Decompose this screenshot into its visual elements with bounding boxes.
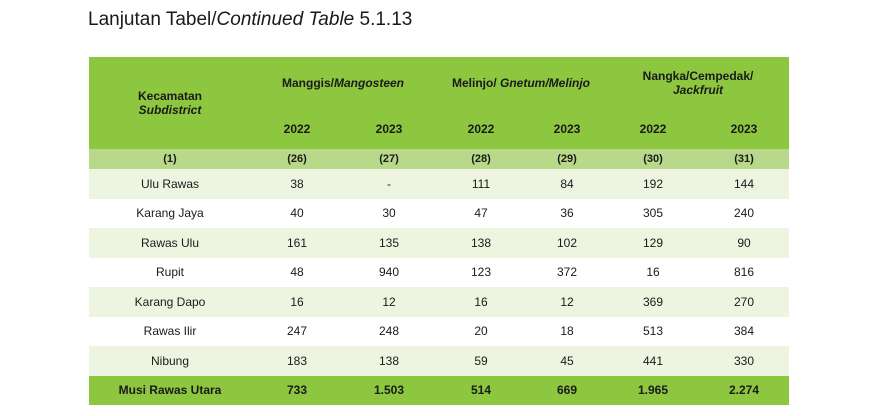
cell: 305: [607, 198, 700, 228]
table-row: Karang Dapo 16 12 16 12 369 270: [89, 287, 790, 317]
cell: 240: [699, 198, 790, 228]
cell: 372: [527, 257, 608, 287]
cell: 45: [527, 346, 608, 376]
cell: 247: [251, 316, 343, 346]
column-number: (31): [699, 149, 790, 169]
header-year: 2022: [251, 109, 343, 149]
title-suffix: 5.1.13: [354, 9, 413, 30]
header-year: 2023: [343, 109, 435, 149]
row-name: Karang Dapo: [89, 287, 251, 317]
cell: 48: [251, 257, 343, 287]
cell: 369: [607, 287, 700, 317]
column-number: (29): [527, 149, 608, 169]
table-row: Ulu Rawas 38 - 111 84 192 144: [89, 169, 790, 199]
cell: 84: [527, 169, 608, 199]
cell: 123: [435, 257, 527, 287]
row-name: Ulu Rawas: [89, 169, 251, 199]
header-group-mangosteen: Manggis/Mangosteen: [251, 57, 435, 109]
cell: 384: [699, 316, 790, 346]
cell: 38: [251, 169, 343, 199]
row-name: Nibung: [89, 346, 251, 376]
cell: 183: [251, 346, 343, 376]
table-title: Lanjutan Tabel/Continued Table 5.1.13: [88, 9, 412, 31]
cell: 144: [699, 169, 790, 199]
cell: 270: [699, 287, 790, 317]
cell: 90: [699, 228, 790, 258]
cell: 20: [435, 316, 527, 346]
column-number-row: (1) (26) (27) (28) (29) (30) (31): [89, 149, 790, 169]
total-name: Musi Rawas Utara: [89, 375, 251, 405]
cell: 330: [699, 346, 790, 376]
header-row-years: 2022 2023 2022 2023 2022 2023: [89, 109, 790, 149]
total-cell: 1.965: [607, 375, 700, 405]
total-cell: 514: [435, 375, 527, 405]
total-cell: 1.503: [343, 375, 435, 405]
header-subdistrict-label-en: Subdistrict: [138, 103, 202, 117]
total-cell: 2.274: [699, 375, 790, 405]
row-name: Karang Jaya: [89, 198, 251, 228]
header-year: 2023: [527, 109, 608, 149]
header-subdistrict-label: Kecamatan: [137, 89, 203, 103]
table-row: Rawas Ulu 161 135 138 102 129 90: [89, 228, 790, 258]
cell: 192: [607, 169, 700, 199]
column-number: (1): [89, 149, 251, 169]
cell: 16: [435, 287, 527, 317]
table-row: Nibung 183 138 59 45 441 330: [89, 346, 790, 376]
table-row: Rawas Ilir 247 248 20 18 513 384: [89, 316, 790, 346]
cell: 36: [527, 198, 608, 228]
cell: 16: [251, 287, 343, 317]
total-cell: 669: [527, 375, 608, 405]
cell: 12: [343, 287, 435, 317]
title-prefix: Lanjutan Tabel/: [88, 9, 217, 30]
header-year: 2022: [435, 109, 527, 149]
cell: 816: [699, 257, 790, 287]
cell: 59: [435, 346, 527, 376]
cell: 248: [343, 316, 435, 346]
column-number: (28): [435, 149, 527, 169]
cell: 47: [435, 198, 527, 228]
cell: 16: [607, 257, 700, 287]
cell: 513: [607, 316, 700, 346]
header-year: 2022: [607, 109, 700, 149]
data-table: Kecamatan Subdistrict Manggis/Mangosteen…: [89, 57, 790, 405]
cell: 129: [607, 228, 700, 258]
total-row: Musi Rawas Utara 733 1.503 514 669 1.965…: [89, 375, 790, 405]
column-number: (30): [607, 149, 700, 169]
cell: 30: [343, 198, 435, 228]
table-row: Rupit 48 940 123 372 16 816: [89, 257, 790, 287]
column-number: (26): [251, 149, 343, 169]
row-name: Rawas Ilir: [89, 316, 251, 346]
table-row: Karang Jaya 40 30 47 36 305 240: [89, 198, 790, 228]
cell: 138: [435, 228, 527, 258]
cell: 111: [435, 169, 527, 199]
row-name: Rupit: [89, 257, 251, 287]
header-group-jackfruit: Nangka/Cempedak/Jackfruit: [607, 57, 790, 109]
cell: 18: [527, 316, 608, 346]
total-cell: 733: [251, 375, 343, 405]
column-number: (27): [343, 149, 435, 169]
cell: 138: [343, 346, 435, 376]
row-name: Rawas Ulu: [89, 228, 251, 258]
title-italic: Continued Table: [216, 9, 355, 30]
cell: 102: [527, 228, 608, 258]
cell: 441: [607, 346, 700, 376]
cell: 940: [343, 257, 435, 287]
cell: 12: [527, 287, 608, 317]
cell: 135: [343, 228, 435, 258]
header-group-melinjo: Melinjo/ Gnetum/Melinjo: [435, 57, 608, 109]
cell: 161: [251, 228, 343, 258]
cell: 40: [251, 198, 343, 228]
header-row-groups: Kecamatan Subdistrict Manggis/Mangosteen…: [89, 57, 790, 149]
header-year: 2023: [699, 109, 790, 149]
header-subdistrict: Kecamatan Subdistrict: [89, 57, 251, 149]
cell: -: [343, 169, 435, 199]
